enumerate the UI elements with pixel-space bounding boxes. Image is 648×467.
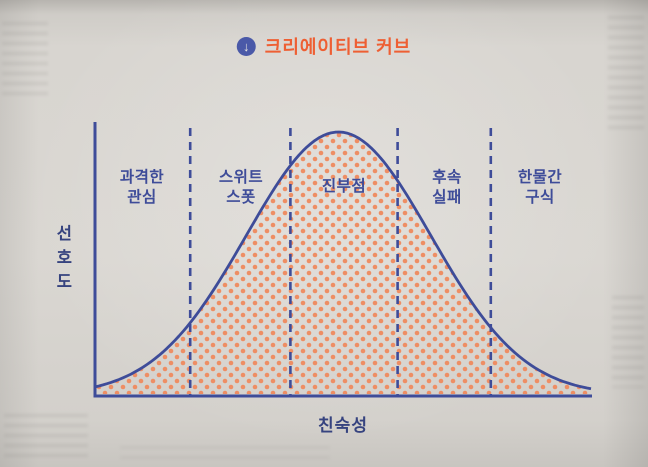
y-axis-label: 선호도 — [56, 225, 72, 291]
region-label: 후속 실패 — [432, 169, 462, 207]
down-arrow-circle-icon: ↓ — [236, 36, 256, 56]
bell-area — [95, 132, 591, 394]
chart-title: ↓ 크리에이티브 커브 — [236, 33, 412, 59]
chart-title-label: 크리에이티브 커브 — [264, 37, 412, 57]
region-label: 한물간 구식 — [517, 169, 563, 207]
bell-curve — [94, 130, 592, 391]
region-label: 스위트 스폿 — [218, 169, 264, 207]
x-axis-label: 친숙성 — [318, 416, 368, 435]
divider-lines — [188, 128, 493, 395]
region-label: 진부점 — [321, 178, 367, 195]
down-arrow-glyph: ↓ — [243, 38, 250, 54]
region-label: 과격한 관심 — [119, 169, 165, 207]
